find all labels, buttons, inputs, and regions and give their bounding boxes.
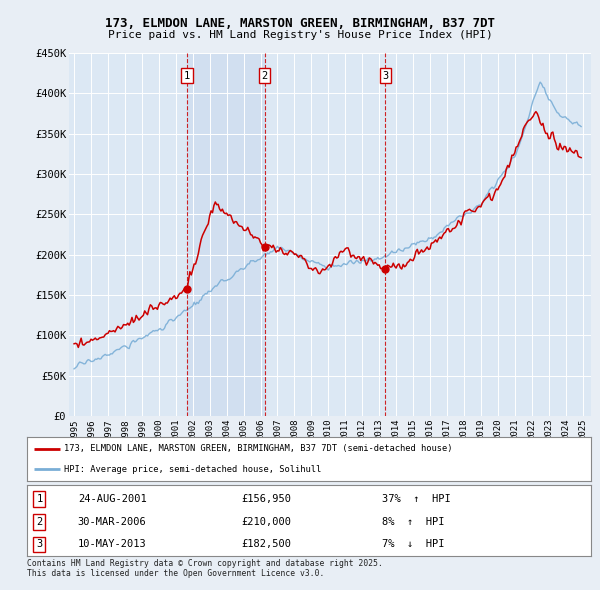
Text: Price paid vs. HM Land Registry's House Price Index (HPI): Price paid vs. HM Land Registry's House … bbox=[107, 30, 493, 40]
Text: 173, ELMDON LANE, MARSTON GREEN, BIRMINGHAM, B37 7DT: 173, ELMDON LANE, MARSTON GREEN, BIRMING… bbox=[105, 17, 495, 30]
Text: 24-AUG-2001: 24-AUG-2001 bbox=[78, 494, 146, 504]
Text: 8%  ↑  HPI: 8% ↑ HPI bbox=[382, 517, 445, 527]
Text: 37%  ↑  HPI: 37% ↑ HPI bbox=[382, 494, 451, 504]
Text: Contains HM Land Registry data © Crown copyright and database right 2025.
This d: Contains HM Land Registry data © Crown c… bbox=[27, 559, 383, 578]
Text: 30-MAR-2006: 30-MAR-2006 bbox=[78, 517, 146, 527]
Text: 1: 1 bbox=[184, 71, 190, 81]
Text: £210,000: £210,000 bbox=[241, 517, 292, 527]
Text: 10-MAY-2013: 10-MAY-2013 bbox=[78, 539, 146, 549]
Text: 7%  ↓  HPI: 7% ↓ HPI bbox=[382, 539, 445, 549]
Text: 3: 3 bbox=[36, 539, 43, 549]
Text: 1: 1 bbox=[36, 494, 43, 504]
Text: 3: 3 bbox=[382, 71, 388, 81]
Bar bbox=[187, 53, 265, 416]
Text: £182,500: £182,500 bbox=[241, 539, 292, 549]
Text: 2: 2 bbox=[36, 517, 43, 527]
Text: 2: 2 bbox=[262, 71, 268, 81]
Text: 173, ELMDON LANE, MARSTON GREEN, BIRMINGHAM, B37 7DT (semi-detached house): 173, ELMDON LANE, MARSTON GREEN, BIRMING… bbox=[64, 444, 452, 454]
Text: HPI: Average price, semi-detached house, Solihull: HPI: Average price, semi-detached house,… bbox=[64, 465, 321, 474]
Text: £156,950: £156,950 bbox=[241, 494, 292, 504]
